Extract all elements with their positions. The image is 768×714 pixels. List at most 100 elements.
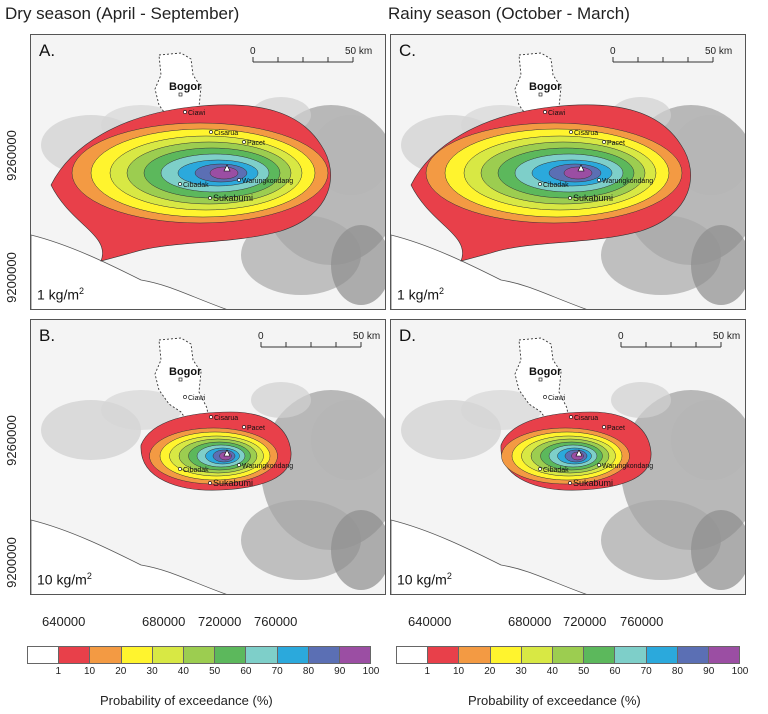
legend-ticks: 1 10 20 30 40 50 60 70 80 90 100 <box>27 664 379 678</box>
svg-text:Pacet: Pacet <box>607 140 625 147</box>
svg-text:Warungkondang: Warungkondang <box>602 178 653 185</box>
y-tick-9200000-lower: 9200000 <box>3 537 19 588</box>
town-cibadak: Cibadak <box>538 467 569 474</box>
town-cisarua: Cisarua <box>569 415 598 422</box>
legend-swatch-5 <box>551 647 584 663</box>
legend-tick-30: 30 <box>146 666 158 677</box>
legend-swatch-9 <box>307 647 339 663</box>
svg-text:Cisarua: Cisarua <box>214 130 238 137</box>
town-warungkondang: Warungkondang <box>237 178 293 185</box>
legend-swatch-0 <box>397 647 428 663</box>
map-canvas: 0 50 km Bogor Ciawi Cisarua Pacet Cibadak Warun… <box>31 46 385 309</box>
legend-tick-20: 20 <box>484 666 496 677</box>
scale-end: 50 km <box>705 46 732 57</box>
panel-label-c: C. <box>399 41 416 60</box>
svg-text:Ciawi: Ciawi <box>548 110 566 117</box>
legend-swatch-0 <box>28 647 59 663</box>
legend-tick-30: 30 <box>515 666 527 677</box>
svg-text:Cibadak: Cibadak <box>543 467 569 474</box>
legend-swatch-2 <box>458 647 490 663</box>
deposit-threshold-label: 1 kg/m2 <box>37 286 84 303</box>
legend-tick-40: 40 <box>546 666 558 677</box>
town-pacet: Pacet <box>242 425 265 432</box>
legend-tick-50: 50 <box>578 666 590 677</box>
legend-right: 1 10 20 30 40 50 60 70 80 90 100 <box>396 646 748 678</box>
svg-text:Warungkondang: Warungkondang <box>602 463 653 470</box>
deposit-unit-exponent: 2 <box>86 571 92 582</box>
svg-text:Sukabumi: Sukabumi <box>573 193 613 203</box>
legend-swatch-1 <box>58 647 90 663</box>
town-warungkondang: Warungkondang <box>597 178 653 185</box>
legend-swatch-3 <box>120 647 152 663</box>
deposit-unit-exponent: 2 <box>446 571 452 582</box>
x-tick-760000-right: 760000 <box>620 614 664 629</box>
legend-swatch-8 <box>276 647 308 663</box>
deposit-threshold-label: 1 kg/m2 <box>397 286 444 303</box>
svg-text:Sukabumi: Sukabumi <box>573 478 613 488</box>
hazard-contours <box>410 104 691 262</box>
legend-tick-70: 70 <box>640 666 652 677</box>
legend-tick-100: 100 <box>362 666 380 677</box>
town-bogor: Bogor <box>529 366 562 382</box>
scale-end: 50 km <box>713 331 740 342</box>
scale-end: 50 km <box>353 331 380 342</box>
panel-label-a: A. <box>39 41 56 60</box>
terrain-relief <box>401 382 745 590</box>
town-ciawi: Ciawi <box>543 395 566 402</box>
town-cisarua: Cisarua <box>209 415 238 422</box>
deposit-value: 1 kg/m <box>397 287 440 303</box>
hazard-contours <box>500 411 652 491</box>
y-tick-9200000: 9200000 <box>3 252 19 303</box>
svg-text:Cibadak: Cibadak <box>183 182 209 189</box>
svg-text:Bogor: Bogor <box>529 81 562 93</box>
scale-bar: 0 50 km <box>610 46 732 63</box>
legend-swatch-6 <box>583 647 615 663</box>
x-tick-680000-left: 680000 <box>142 614 186 629</box>
svg-text:Sukabumi: Sukabumi <box>213 193 253 203</box>
legend-tick-60: 60 <box>240 666 252 677</box>
town-sukabumi: Sukabumi <box>208 193 253 203</box>
map-canvas: 0 50 km Bogor Ciawi Cisarua Pacet Cibadak Warun… <box>391 46 745 309</box>
y-tick-9260000-lower: 9260000 <box>3 415 19 466</box>
legend-tick-100: 100 <box>731 666 749 677</box>
deposit-value: 1 kg/m <box>37 287 80 303</box>
town-cisarua: Cisarua <box>569 130 598 137</box>
title-dry-season: Dry season (April - September) <box>5 4 240 23</box>
deposit-threshold-label: 10 kg/m2 <box>397 571 452 588</box>
bogor-boundary <box>514 337 570 431</box>
town-bogor: Bogor <box>529 81 562 97</box>
legend-swatch-7 <box>614 647 646 663</box>
legend-tick-80: 80 <box>302 666 315 677</box>
town-cibadak: Cibadak <box>178 467 209 474</box>
scale-start: 0 <box>250 46 256 57</box>
svg-text:Bogor: Bogor <box>169 81 202 93</box>
legend-tick-10: 10 <box>83 666 96 677</box>
sea-area <box>31 234 227 309</box>
legend-swatch-8 <box>645 647 677 663</box>
town-pacet: Pacet <box>602 425 625 432</box>
legend-swatch-4 <box>520 647 552 663</box>
legend-swatch-10 <box>338 647 371 663</box>
map-panel-a: 0 50 km Bogor Ciawi Cisarua Pacet Cibadak Warun… <box>30 34 386 310</box>
svg-text:Cibadak: Cibadak <box>543 182 569 189</box>
bogor-boundary <box>154 337 210 431</box>
svg-text:Warungkondang: Warungkondang <box>242 178 293 185</box>
deposit-unit-exponent: 2 <box>79 286 85 297</box>
legend-tick-70: 70 <box>271 666 283 677</box>
town-pacet: Pacet <box>242 140 265 147</box>
legend-ticks: 1 10 20 30 40 50 60 70 80 90 100 <box>396 664 748 678</box>
x-tick-640000-left: 640000 <box>42 614 86 629</box>
legend-swatch-5 <box>182 647 215 663</box>
sea-area <box>31 519 227 594</box>
town-cibadak: Cibadak <box>538 182 569 189</box>
town-bogor: Bogor <box>169 81 202 97</box>
deposit-value: 10 kg/m <box>397 572 447 588</box>
scale-bar: 0 50 km <box>258 331 380 348</box>
scale-end: 50 km <box>345 46 372 57</box>
town-bogor: Bogor <box>169 366 202 382</box>
legend-tick-1: 1 <box>55 666 62 677</box>
map-canvas: 0 50 km Bogor Ciawi Cisarua Pacet Cibadak Warun… <box>31 331 385 594</box>
svg-text:Cisarua: Cisarua <box>574 415 598 422</box>
title-rainy-season: Rainy season (October - March) <box>388 4 630 23</box>
x-tick-720000-left: 720000 <box>198 614 242 629</box>
